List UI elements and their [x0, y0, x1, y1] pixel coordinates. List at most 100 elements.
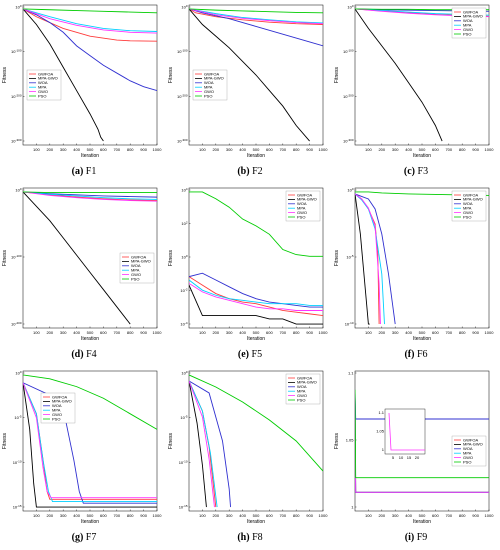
x-tick-label: 400	[405, 147, 412, 152]
x-axis-label: Iteration	[247, 519, 265, 525]
legend-entry: GWFOA	[463, 192, 478, 197]
legend-entry: MPA	[463, 23, 472, 28]
x-tick-label: 1000	[485, 330, 495, 335]
x-tick-label: 700	[445, 147, 452, 152]
x-tick-label: 400	[239, 513, 246, 518]
x-tick-label: 400	[73, 513, 80, 518]
legend-entry: GWFOA	[297, 375, 312, 380]
series-line-mpa-gwo	[189, 284, 323, 325]
series-line-mpa	[23, 8, 157, 32]
legend-entry: MPA-GWO	[463, 197, 483, 202]
y-axis-label: Fitness	[168, 432, 174, 449]
series-line-gwo	[23, 191, 157, 202]
x-tick-label: 100	[199, 147, 206, 152]
x-tick-label: 1000	[485, 513, 495, 518]
series-line-mpa-gwo	[355, 193, 370, 325]
x-tick-label: 400	[73, 147, 80, 152]
panel-caption-label: (h)	[237, 532, 250, 543]
x-tick-label: 400	[239, 147, 246, 152]
series-line-pso	[189, 191, 323, 257]
legend-entry: PSO	[297, 214, 305, 219]
legend-entry: PSO	[52, 416, 60, 421]
x-tick-label: 300	[60, 330, 67, 335]
legend-entry: MPA-GWO	[131, 259, 151, 264]
legend-entry: MPA	[204, 85, 213, 90]
panel-caption: (h) F8	[167, 532, 333, 543]
legend-entry: MPA-GWO	[297, 197, 317, 202]
panel-caption-label: (f)	[404, 349, 415, 360]
y-tick-label: 10-100	[11, 49, 22, 55]
chart-panel-f3: 100 200 300 400 500 600 700 800 900 1000 100 10-100…	[333, 0, 499, 183]
legend-box	[451, 190, 487, 222]
chart-svg-f3: 100 200 300 400 500 600 700 800 900 1000 100 10-100…	[334, 4, 494, 159]
legend-entry: WOA	[463, 446, 473, 451]
x-tick-label: 800	[127, 330, 134, 335]
chart-svg-f9: 100 200 300 400 500 600 700 800 900 1000 1.1 1.05 1 I…	[334, 371, 495, 526]
inset-frame	[384, 408, 426, 455]
x-tick-label: 600	[432, 147, 439, 152]
legend-entry: MPA	[463, 451, 472, 456]
inset-x-tick-label: 5	[392, 455, 395, 460]
chart-panel-f1: 100 200 300 400 500 600 700 800 900 1000 100 10-100…	[1, 0, 167, 183]
x-tick-label: 100	[365, 330, 372, 335]
x-tick-label: 600	[432, 330, 439, 335]
y-axis-label: Fitness	[168, 66, 174, 83]
x-tick-label: 800	[293, 330, 300, 335]
legend-entry: WOA	[38, 80, 48, 85]
panel-caption-name: F8	[249, 532, 263, 543]
x-tick-label: 900	[306, 330, 313, 335]
legend-entry: PSO	[463, 31, 471, 36]
panel-caption-label: (a)	[71, 166, 84, 177]
legend-entry: MPA	[297, 206, 306, 211]
series-line-mpa	[189, 380, 218, 508]
panel-caption: (e) F5	[167, 349, 333, 360]
panel-caption: (c) F3	[333, 166, 499, 177]
legend-entry: MPA	[38, 85, 47, 90]
chart-svg-f7: 100 200 300 400 500 600 700 800 900 1000 100 10-5 10…	[2, 370, 162, 525]
y-tick-label: 10-10	[13, 459, 22, 465]
panel-caption: (d) F4	[1, 349, 167, 360]
chart-svg-f5: 100 200 300 400 500 600 700 800 900 1000 104 102 100…	[168, 187, 328, 342]
x-axis-label: Iteration	[413, 336, 431, 342]
x-tick-label: 300	[226, 330, 233, 335]
x-tick-label: 400	[239, 330, 246, 335]
y-tick-label: 10-4	[180, 321, 187, 327]
legend-entry: GWO	[463, 455, 473, 460]
legend-entry: WOA	[204, 80, 214, 85]
x-tick-label: 800	[459, 513, 466, 518]
y-tick-label: 102	[181, 221, 187, 227]
x-tick-label: 200	[212, 513, 219, 518]
x-tick-label: 500	[253, 147, 260, 152]
x-tick-label: 700	[445, 330, 452, 335]
legend-entry: GWFOA	[52, 394, 67, 399]
x-tick-label: 700	[279, 513, 286, 518]
x-tick-label: 700	[113, 147, 120, 152]
series-line-mpa-gwo	[189, 380, 207, 508]
legend-entry: PSO	[38, 93, 46, 98]
chart-panel-f9: 100 200 300 400 500 600 700 800 900 1000 1.1 1.05 1 I…	[333, 366, 499, 549]
x-tick-label: 100	[365, 147, 372, 152]
panel-caption-label: (b)	[237, 166, 250, 177]
x-axis-label: Iteration	[247, 153, 265, 159]
chart-svg-f2: 100 200 300 400 500 600 700 800 900 1000 100 10-100…	[168, 4, 328, 159]
y-tick-label: 100	[181, 370, 187, 376]
legend-entry: GWFOA	[131, 254, 146, 259]
x-tick-label: 1000	[153, 147, 163, 152]
y-tick-label: 104	[181, 187, 187, 193]
series-line-woa	[23, 8, 157, 91]
x-tick-label: 600	[100, 330, 107, 335]
series-line-pso	[355, 389, 489, 479]
x-tick-label: 600	[100, 147, 107, 152]
legend-entry: GWFOA	[463, 9, 478, 14]
legend-entry: MPA-GWO	[463, 14, 483, 19]
x-axis-label: Iteration	[247, 336, 265, 342]
y-tick-label: 10-2	[180, 288, 187, 294]
legend-entry: GWO	[297, 393, 307, 398]
legend-entry: GWFOA	[297, 192, 312, 197]
y-tick-label: 10-200	[11, 321, 22, 327]
x-tick-label: 700	[113, 513, 120, 518]
legend-entry: PSO	[131, 276, 139, 281]
y-tick-label: 10-200	[11, 93, 22, 99]
y-tick-label: 10-100	[343, 49, 354, 55]
